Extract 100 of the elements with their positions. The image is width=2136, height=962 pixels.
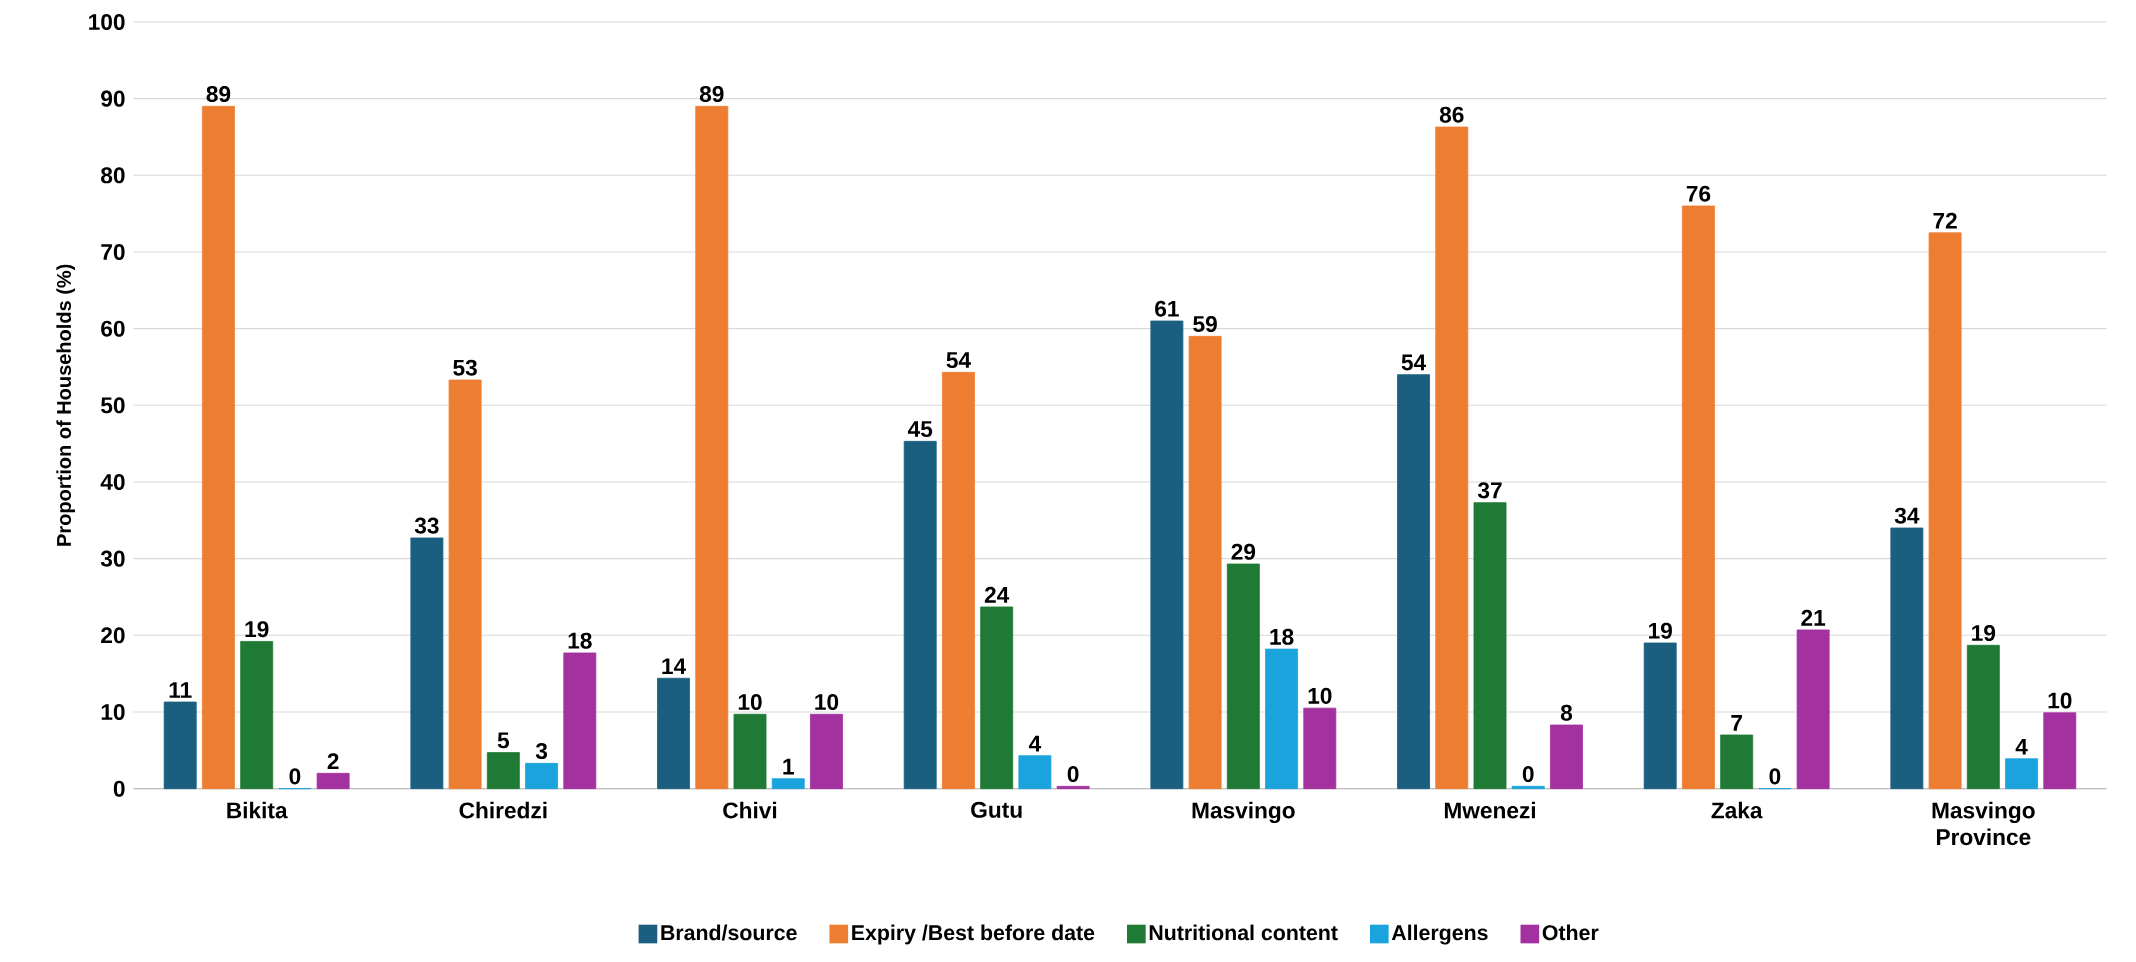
data-label: 14: [662, 658, 687, 674]
data-label: 0: [1769, 768, 1781, 785]
data-label: 10: [1308, 687, 1332, 704]
bar: [563, 652, 597, 790]
y-tick-label: 70: [101, 243, 125, 261]
data-label: 7: [1731, 715, 1742, 731]
data-label: 37: [1477, 482, 1502, 499]
y-tick-label: 20: [101, 627, 125, 644]
data-label: 54: [1401, 354, 1427, 371]
data-label: 8: [1560, 704, 1573, 721]
bar: [1643, 642, 1677, 790]
bar: [486, 752, 520, 790]
legend-label: Allergens: [1391, 924, 1488, 945]
y-tick-label: 60: [101, 320, 125, 337]
bar: [2005, 758, 2038, 790]
legend-label: Brand/source: [661, 924, 797, 941]
bar: [810, 713, 843, 790]
data-label: 89: [206, 86, 231, 103]
bar: [525, 762, 559, 790]
bar: [942, 371, 975, 790]
bar: [1966, 644, 2000, 790]
y-tick-label: 10: [101, 703, 125, 721]
bar: [1550, 724, 1583, 790]
bar: [1018, 755, 1052, 790]
bar: [1720, 734, 1754, 790]
bar: [980, 606, 1014, 790]
data-label: 2: [327, 753, 339, 770]
bar: [1303, 707, 1337, 790]
bar: [2043, 712, 2077, 790]
legend-label: Expiry /Best before date: [852, 924, 1095, 945]
bar: [1682, 205, 1715, 790]
data-label: 10: [2048, 692, 2072, 709]
x-tick-label: Gutu: [971, 801, 1022, 818]
data-label: 29: [1231, 543, 1256, 560]
data-label: 10: [815, 693, 839, 711]
bar: [1511, 785, 1545, 790]
bar: [163, 701, 197, 790]
data-label: 59: [1193, 316, 1217, 333]
bar: [1890, 527, 1924, 790]
bar: [1150, 320, 1184, 790]
data-label: 11: [169, 682, 192, 698]
data-label: 86: [1439, 106, 1464, 123]
bar: [1265, 648, 1298, 790]
legend-label: Nutritional content: [1149, 924, 1338, 941]
y-tick-label: 0: [113, 780, 125, 797]
data-label: 4: [2015, 738, 2028, 755]
data-label: 18: [568, 632, 592, 649]
bar: [1397, 374, 1430, 790]
legend-label: Other: [1542, 924, 1599, 941]
x-tick-label: Chiredzi: [459, 801, 547, 819]
bar: [903, 440, 937, 790]
data-label: 4: [1028, 735, 1042, 752]
bar: [240, 641, 274, 790]
x-tick-label: Mwenezi: [1444, 801, 1535, 819]
data-label: 76: [1686, 185, 1711, 202]
bar: [1226, 563, 1260, 790]
data-label: 10: [738, 693, 762, 711]
data-label: 45: [907, 421, 933, 438]
x-tick-label: Zaka: [1711, 801, 1763, 819]
data-label: 34: [1894, 507, 1920, 524]
data-label: 0: [1067, 766, 1079, 783]
bar: [202, 105, 235, 790]
data-label: 33: [414, 517, 439, 534]
bar: [771, 778, 805, 790]
data-label: 53: [453, 359, 477, 376]
bar: [1473, 502, 1507, 790]
data-label: 54: [946, 352, 971, 369]
data-label: 61: [1155, 300, 1179, 317]
bar: [1928, 232, 1962, 790]
data-label: 5: [497, 732, 510, 749]
bar: [1056, 785, 1090, 790]
data-label: 24: [984, 586, 1010, 603]
y-tick-label: 50: [101, 397, 125, 414]
data-label: 1: [783, 758, 794, 775]
data-label: 19: [245, 621, 269, 638]
bar: [410, 537, 444, 790]
data-label: 21: [1801, 609, 1826, 626]
x-tick-label: Bikita: [227, 801, 288, 819]
data-label: 89: [699, 86, 724, 103]
x-tick-label: Masvingo Province: [1932, 801, 2035, 846]
bar: [695, 105, 729, 790]
data-label: 72: [1933, 212, 1957, 229]
y-tick-label: 80: [101, 167, 125, 184]
data-label: 19: [1972, 624, 1996, 642]
data-label: 3: [535, 743, 548, 760]
x-tick-label: Masvingo: [1192, 801, 1295, 824]
data-label: 18: [1270, 628, 1294, 645]
bar: [1435, 126, 1469, 790]
bar: [657, 677, 690, 790]
bar: [1188, 335, 1222, 790]
y-tick-label: 100: [89, 13, 125, 31]
y-axis-title: Proportion of Households (%): [56, 264, 75, 546]
bar: [733, 713, 767, 790]
y-tick-label: 90: [101, 90, 125, 107]
x-tick-label: Chivi: [723, 801, 777, 819]
y-tick-label: 30: [100, 550, 125, 567]
bar: [448, 379, 482, 790]
bar: [316, 772, 350, 790]
data-label: 0: [289, 768, 301, 785]
data-label: 19: [1649, 622, 1672, 639]
